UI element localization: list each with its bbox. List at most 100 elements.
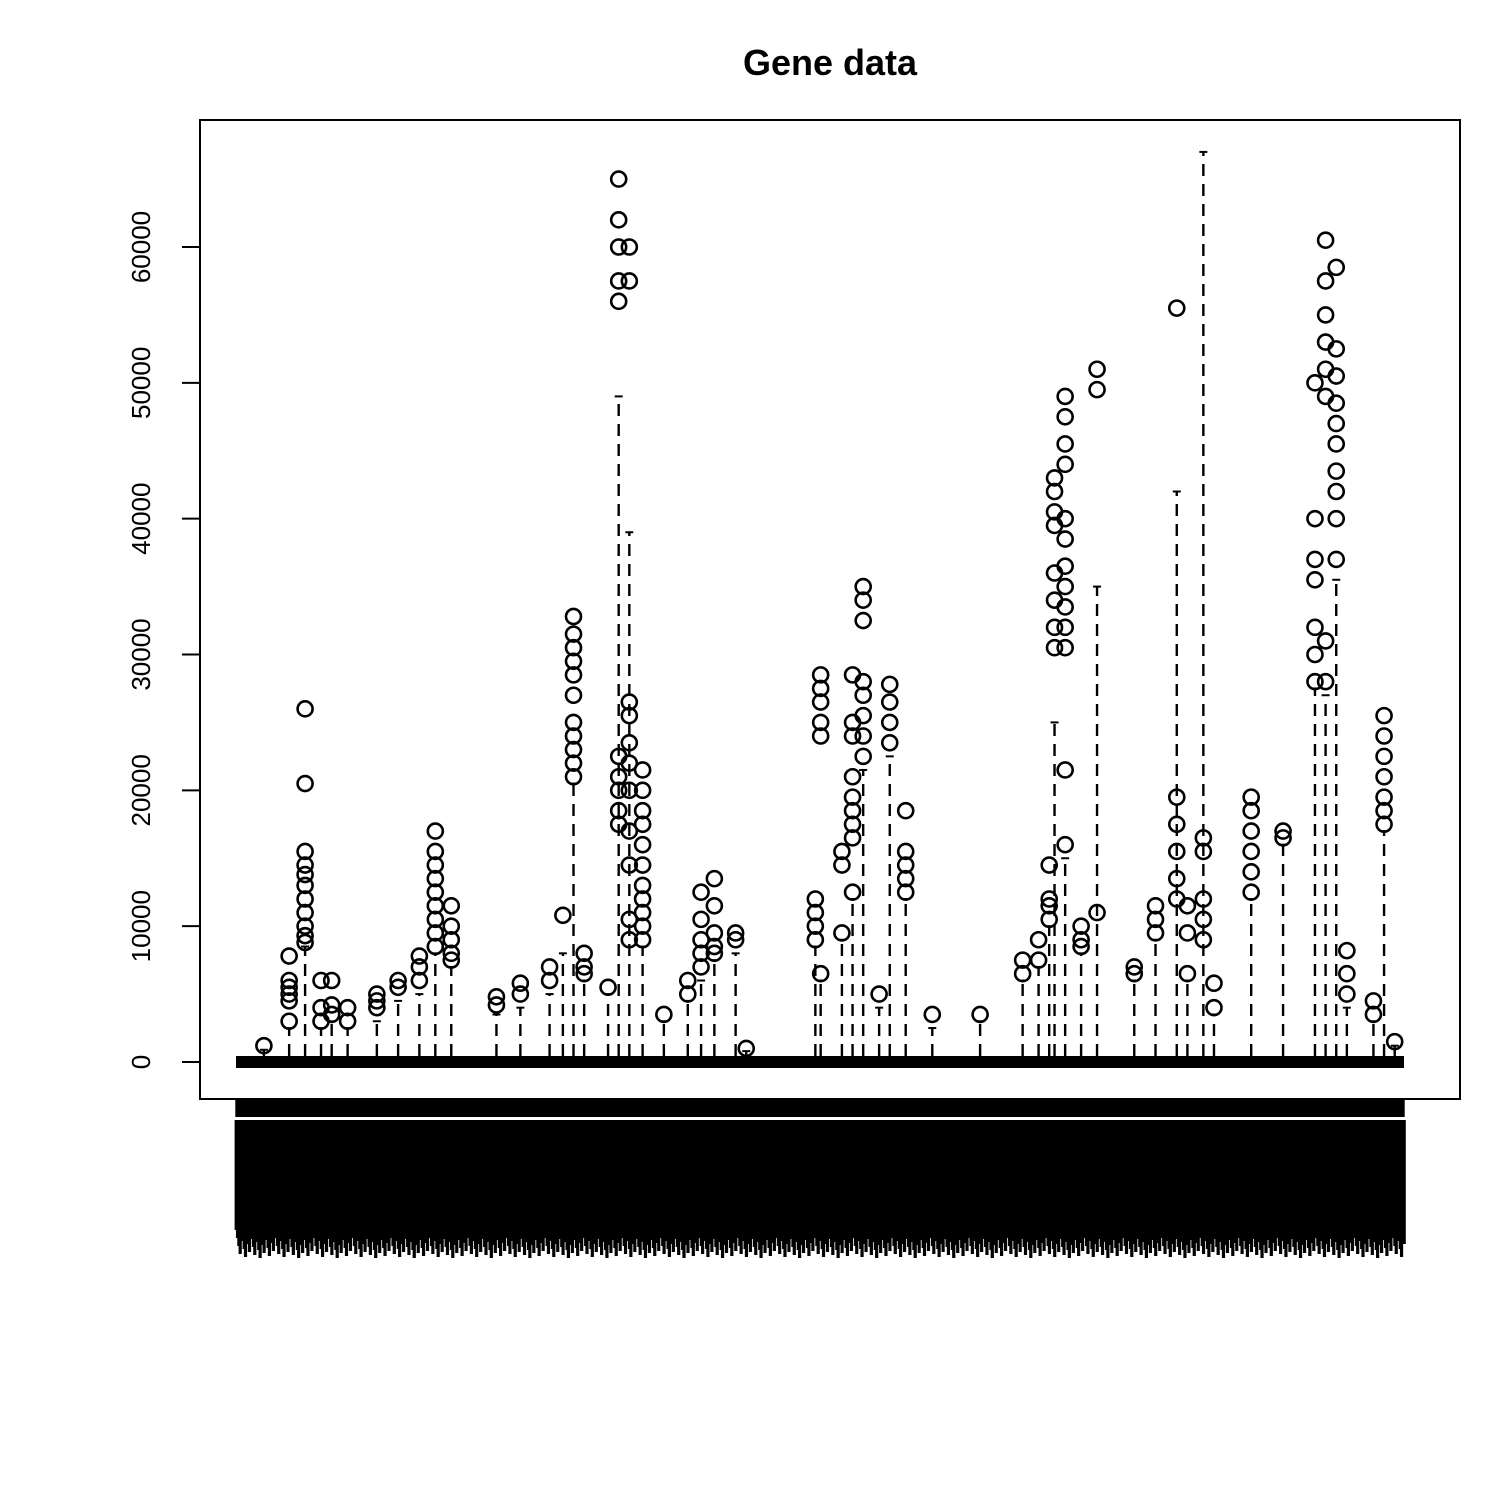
outlier-point bbox=[338, 1012, 357, 1031]
outlier-point bbox=[255, 1036, 273, 1055]
outlier-point bbox=[833, 842, 851, 861]
outlier-point bbox=[599, 978, 617, 997]
outlier-point bbox=[678, 985, 697, 1003]
outlier-point bbox=[1385, 1032, 1404, 1051]
outlier-point bbox=[1327, 414, 1346, 433]
box-50 bbox=[1205, 974, 1223, 1056]
outlier-point bbox=[1045, 638, 1064, 657]
box-8 bbox=[389, 971, 407, 1056]
outlier-point bbox=[540, 971, 559, 990]
outlier-point bbox=[854, 686, 872, 705]
outlier-point bbox=[564, 767, 583, 786]
outlier-point bbox=[1316, 632, 1335, 650]
outlier-point bbox=[633, 815, 652, 834]
outlier-point bbox=[843, 815, 862, 834]
outlier-point bbox=[806, 930, 825, 949]
outlier-point bbox=[296, 842, 314, 861]
box-48 bbox=[1178, 896, 1197, 1056]
outlier-point bbox=[280, 978, 298, 997]
outlier-point bbox=[1316, 672, 1335, 691]
box-47 bbox=[1167, 299, 1186, 1056]
outlier-point bbox=[511, 974, 530, 993]
box-16 bbox=[564, 607, 583, 1056]
outlier-point bbox=[633, 903, 652, 922]
outlier-point bbox=[1242, 863, 1260, 881]
outlier-point bbox=[896, 869, 915, 888]
box-15 bbox=[554, 906, 572, 1056]
outlier-point bbox=[1072, 930, 1090, 949]
outlier-point bbox=[296, 876, 314, 895]
box-33 bbox=[870, 985, 888, 1056]
y-tick-label: 30000 bbox=[126, 618, 156, 690]
outlier-point bbox=[1056, 407, 1074, 426]
box-9 bbox=[410, 947, 429, 1056]
outlier-point bbox=[620, 693, 639, 711]
outlier-point bbox=[880, 693, 899, 711]
outlier-point bbox=[811, 727, 830, 745]
outlier-point bbox=[1327, 509, 1346, 528]
outlier-point bbox=[296, 903, 314, 922]
outlier-point bbox=[1194, 930, 1213, 949]
outlier-point bbox=[1056, 435, 1074, 453]
outlier-point bbox=[426, 924, 445, 942]
box-29 bbox=[811, 666, 830, 1056]
outlier-point bbox=[426, 937, 445, 956]
outlier-point bbox=[1306, 672, 1324, 691]
outlier-point bbox=[1375, 727, 1393, 745]
outlier-point bbox=[1045, 469, 1064, 487]
outlier-point bbox=[410, 971, 429, 990]
outlier-point bbox=[806, 903, 825, 922]
outlier-point bbox=[1045, 618, 1064, 637]
box-58 bbox=[1375, 706, 1393, 1056]
outlier-point bbox=[1040, 890, 1059, 908]
outlier-point bbox=[540, 958, 559, 976]
outlier-point bbox=[811, 666, 830, 684]
outlier-point bbox=[620, 706, 639, 725]
outlier-point bbox=[426, 856, 445, 874]
outlier-point bbox=[1205, 974, 1223, 993]
outlier-point bbox=[633, 917, 652, 935]
box-14 bbox=[540, 958, 559, 1056]
outlier-point bbox=[896, 856, 915, 874]
outlier-point bbox=[1194, 910, 1213, 929]
outlier-point bbox=[1167, 788, 1186, 806]
outlier-point bbox=[1194, 890, 1213, 908]
outlier-point bbox=[564, 652, 583, 671]
outlier-point bbox=[1167, 815, 1186, 834]
box-37 bbox=[971, 1005, 989, 1056]
box-44 bbox=[1088, 360, 1106, 1056]
chart-title: Gene data bbox=[743, 42, 918, 83]
outlier-point bbox=[1167, 869, 1186, 888]
box-38 bbox=[1013, 951, 1032, 1056]
box-20 bbox=[620, 238, 639, 1056]
box-28 bbox=[806, 890, 825, 1056]
box-25 bbox=[705, 869, 724, 1056]
outlier-point bbox=[1167, 842, 1186, 861]
outlier-point bbox=[633, 890, 652, 908]
outlier-point bbox=[1242, 822, 1260, 840]
y-tick-label: 20000 bbox=[126, 754, 156, 826]
outlier-point bbox=[1242, 801, 1260, 820]
box-42 bbox=[1056, 387, 1074, 1056]
outlier-point bbox=[1327, 258, 1346, 277]
outlier-point bbox=[609, 801, 628, 820]
box-baseline-band bbox=[236, 1056, 1404, 1068]
box-17 bbox=[575, 944, 593, 1056]
outlier-point bbox=[811, 679, 830, 698]
outlier-point bbox=[833, 856, 851, 874]
outlier-point bbox=[1125, 964, 1144, 983]
outlier-point bbox=[296, 926, 314, 945]
outlier-point bbox=[726, 924, 745, 942]
outlier-point bbox=[620, 733, 639, 752]
outlier-point bbox=[322, 971, 341, 990]
outlier-point bbox=[1029, 930, 1048, 949]
outlier-point bbox=[1327, 394, 1346, 413]
outlier-point bbox=[1338, 985, 1356, 1003]
outlier-point bbox=[620, 822, 639, 840]
outlier-point bbox=[1242, 883, 1260, 902]
outlier-point bbox=[705, 937, 724, 956]
outlier-point bbox=[833, 924, 851, 942]
outlier-point bbox=[806, 890, 825, 908]
outlier-point bbox=[575, 958, 593, 976]
